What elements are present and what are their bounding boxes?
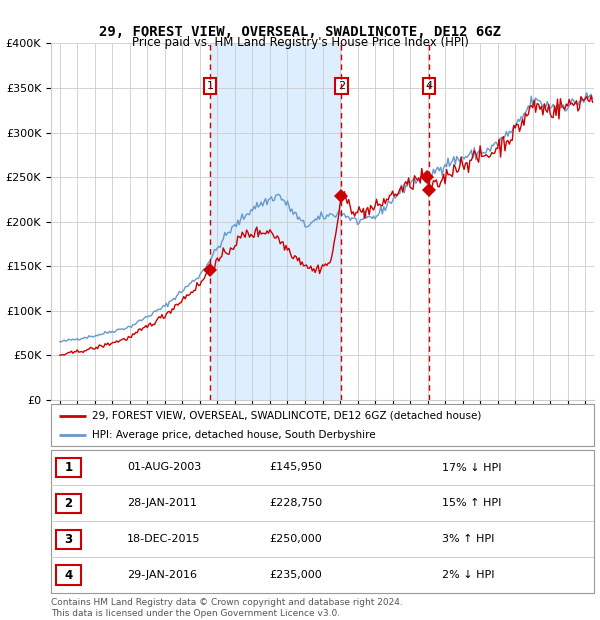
Text: 2: 2 [338, 81, 345, 91]
Text: 28-JAN-2011: 28-JAN-2011 [127, 498, 197, 508]
FancyBboxPatch shape [51, 404, 594, 446]
Text: 4: 4 [65, 569, 73, 582]
Text: Contains HM Land Registry data © Crown copyright and database right 2024.
This d: Contains HM Land Registry data © Crown c… [51, 598, 403, 618]
Text: 29, FOREST VIEW, OVERSEAL, SWADLINCOTE, DE12 6GZ: 29, FOREST VIEW, OVERSEAL, SWADLINCOTE, … [99, 25, 501, 39]
Text: £235,000: £235,000 [269, 570, 322, 580]
FancyBboxPatch shape [56, 565, 81, 585]
Text: 3% ↑ HPI: 3% ↑ HPI [442, 534, 494, 544]
Text: 1: 1 [206, 81, 214, 91]
Text: 4: 4 [425, 81, 433, 91]
Text: £228,750: £228,750 [269, 498, 322, 508]
FancyBboxPatch shape [56, 458, 81, 477]
FancyBboxPatch shape [51, 450, 594, 593]
Text: 01-AUG-2003: 01-AUG-2003 [127, 463, 201, 472]
Text: £250,000: £250,000 [269, 534, 322, 544]
FancyBboxPatch shape [56, 529, 81, 549]
Text: 29-JAN-2016: 29-JAN-2016 [127, 570, 197, 580]
FancyBboxPatch shape [56, 494, 81, 513]
Text: 1: 1 [65, 461, 73, 474]
Bar [210, 43, 341, 400]
Text: 15% ↑ HPI: 15% ↑ HPI [442, 498, 502, 508]
Text: £145,950: £145,950 [269, 463, 322, 472]
Text: 2% ↓ HPI: 2% ↓ HPI [442, 570, 494, 580]
Text: 2: 2 [65, 497, 73, 510]
Text: 18-DEC-2015: 18-DEC-2015 [127, 534, 200, 544]
Text: 17% ↓ HPI: 17% ↓ HPI [442, 463, 502, 472]
Text: HPI: Average price, detached house, South Derbyshire: HPI: Average price, detached house, Sout… [92, 430, 376, 440]
Text: 29, FOREST VIEW, OVERSEAL, SWADLINCOTE, DE12 6GZ (detached house): 29, FOREST VIEW, OVERSEAL, SWADLINCOTE, … [92, 410, 481, 420]
Text: 3: 3 [65, 533, 73, 546]
Text: Price paid vs. HM Land Registry's House Price Index (HPI): Price paid vs. HM Land Registry's House … [131, 36, 469, 49]
